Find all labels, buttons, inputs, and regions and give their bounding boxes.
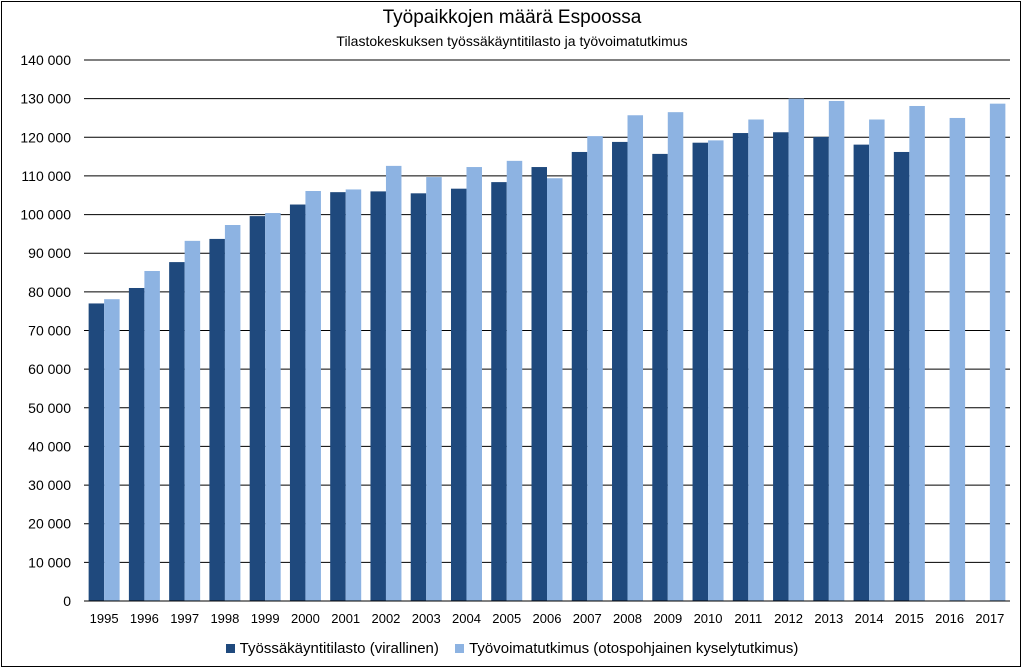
x-tick-label: 2008 <box>613 611 642 626</box>
x-tick-label: 2004 <box>452 611 481 626</box>
bar-tyovoimatutkimus <box>345 189 362 602</box>
y-tick-label: 10 000 <box>28 554 71 570</box>
y-tick-label: 0 <box>63 593 71 609</box>
bar-tyovoimatutkimus <box>265 213 281 602</box>
bar-tyossakayntitilasto <box>88 303 105 601</box>
x-tick-label: 2014 <box>855 611 884 626</box>
bar-tyossakayntitilasto <box>853 144 870 601</box>
bar-tyovoimatutkimus <box>426 177 442 601</box>
bar-tyossakayntitilasto <box>571 151 588 601</box>
bar-tyovoimatutkimus <box>949 117 966 601</box>
x-tick-label: 2003 <box>412 611 441 626</box>
x-tick-label: 2013 <box>814 611 843 626</box>
bar-tyossakayntitilasto <box>732 133 749 601</box>
y-tick-label: 140 000 <box>20 52 71 68</box>
y-tick-label: 60 000 <box>28 361 71 377</box>
bar-tyossakayntitilasto <box>692 142 709 601</box>
y-tick-label: 30 000 <box>28 477 71 493</box>
bar-tyovoimatutkimus <box>466 167 482 601</box>
bar-tyossakayntitilasto <box>209 238 225 601</box>
bar-tyossakayntitilasto <box>249 216 266 602</box>
bar-tyossakayntitilasto <box>330 192 346 601</box>
x-tick-label: 2001 <box>331 611 360 626</box>
bar-tyovoimatutkimus <box>627 115 644 602</box>
bar-tyovoimatutkimus <box>909 105 925 602</box>
bar-tyovoimatutkimus <box>144 270 160 601</box>
bar-tyovoimatutkimus <box>989 103 1006 601</box>
x-tick-label: 2000 <box>291 611 320 626</box>
bar-tyovoimatutkimus <box>828 100 845 601</box>
bar-tyossakayntitilasto <box>491 182 507 601</box>
bar-tyovoimatutkimus <box>385 165 402 602</box>
y-tick-label: 130 000 <box>20 91 71 107</box>
bar-tyovoimatutkimus <box>748 119 764 601</box>
legend-swatch-series-2 <box>455 644 465 653</box>
legend-label-series-2: Työvoimatutkimus (otospohjainen kyselytu… <box>469 640 799 657</box>
x-tick-label: 1997 <box>170 611 199 626</box>
bar-tyovoimatutkimus <box>869 119 885 601</box>
legend-item-series-1: Työssäkäyntitilasto (virallinen) <box>225 640 439 657</box>
x-tick-label: 2011 <box>734 611 762 626</box>
bar-tyossakayntitilasto <box>813 136 829 601</box>
x-tick-label: 2002 <box>371 611 400 626</box>
y-tick-label: 120 000 <box>20 129 71 145</box>
legend-swatch-series-1 <box>225 644 235 653</box>
x-tick-label: 1995 <box>90 611 119 626</box>
bar-tyossakayntitilasto <box>289 204 306 601</box>
x-tick-label: 2015 <box>895 611 924 626</box>
chart-subtitle: Tilastokeskuksen työssäkäyntitilasto ja … <box>336 33 688 49</box>
legend-item-series-2: Työvoimatutkimus (otospohjainen kyselytu… <box>455 640 798 657</box>
bar-tyossakayntitilasto <box>652 153 668 601</box>
x-tick-label: 2009 <box>653 611 682 626</box>
x-tick-label: 2017 <box>975 611 1004 626</box>
bar-tyovoimatutkimus <box>587 136 603 601</box>
bar-tyovoimatutkimus <box>788 98 805 602</box>
bar-tyovoimatutkimus <box>708 140 724 601</box>
bar-tyossakayntitilasto <box>773 132 789 601</box>
bar-tyovoimatutkimus <box>547 178 563 602</box>
bar-tyovoimatutkimus <box>184 240 201 601</box>
bar-tyossakayntitilasto <box>410 193 427 601</box>
chart-legend: Työssäkäyntitilasto (virallinen) Työvoim… <box>0 640 1024 657</box>
x-tick-label: 2012 <box>774 611 803 626</box>
bar-tyovoimatutkimus <box>305 190 321 602</box>
chart-title: Työpaikkojen määrä Espoossa <box>382 7 642 28</box>
bar-tyossakayntitilasto <box>612 141 628 601</box>
y-tick-label: 100 000 <box>20 207 71 223</box>
y-tick-label: 70 000 <box>28 323 71 339</box>
x-tick-label: 1996 <box>130 611 159 626</box>
y-tick-label: 20 000 <box>28 516 71 532</box>
bar-tyossakayntitilasto <box>893 151 910 601</box>
legend-label-series-1: Työssäkäyntitilasto (virallinen) <box>239 640 439 657</box>
y-tick-label: 40 000 <box>28 438 71 454</box>
x-tick-label: 2005 <box>492 611 521 626</box>
x-tick-label: 2007 <box>573 611 602 626</box>
bar-tyovoimatutkimus <box>104 299 120 601</box>
bar-tyovoimatutkimus <box>506 160 523 602</box>
x-tick-label: 2006 <box>533 611 562 626</box>
bar-tyossakayntitilasto <box>370 191 386 601</box>
y-tick-label: 90 000 <box>28 245 71 261</box>
x-tick-label: 1998 <box>210 611 239 626</box>
bar-tyossakayntitilasto <box>531 167 547 601</box>
x-tick-label: 1999 <box>251 611 280 626</box>
x-tick-label: 2010 <box>694 611 723 626</box>
bar-tyossakayntitilasto <box>169 262 185 601</box>
y-tick-label: 110 000 <box>21 168 71 184</box>
bar-tyossakayntitilasto <box>450 188 467 601</box>
y-tick-label: 50 000 <box>28 400 71 416</box>
y-tick-label: 80 000 <box>28 284 71 300</box>
bar-tyossakayntitilasto <box>128 287 145 601</box>
x-tick-label: 2016 <box>935 611 964 626</box>
bar-tyovoimatutkimus <box>224 225 241 601</box>
bar-tyovoimatutkimus <box>667 112 684 602</box>
